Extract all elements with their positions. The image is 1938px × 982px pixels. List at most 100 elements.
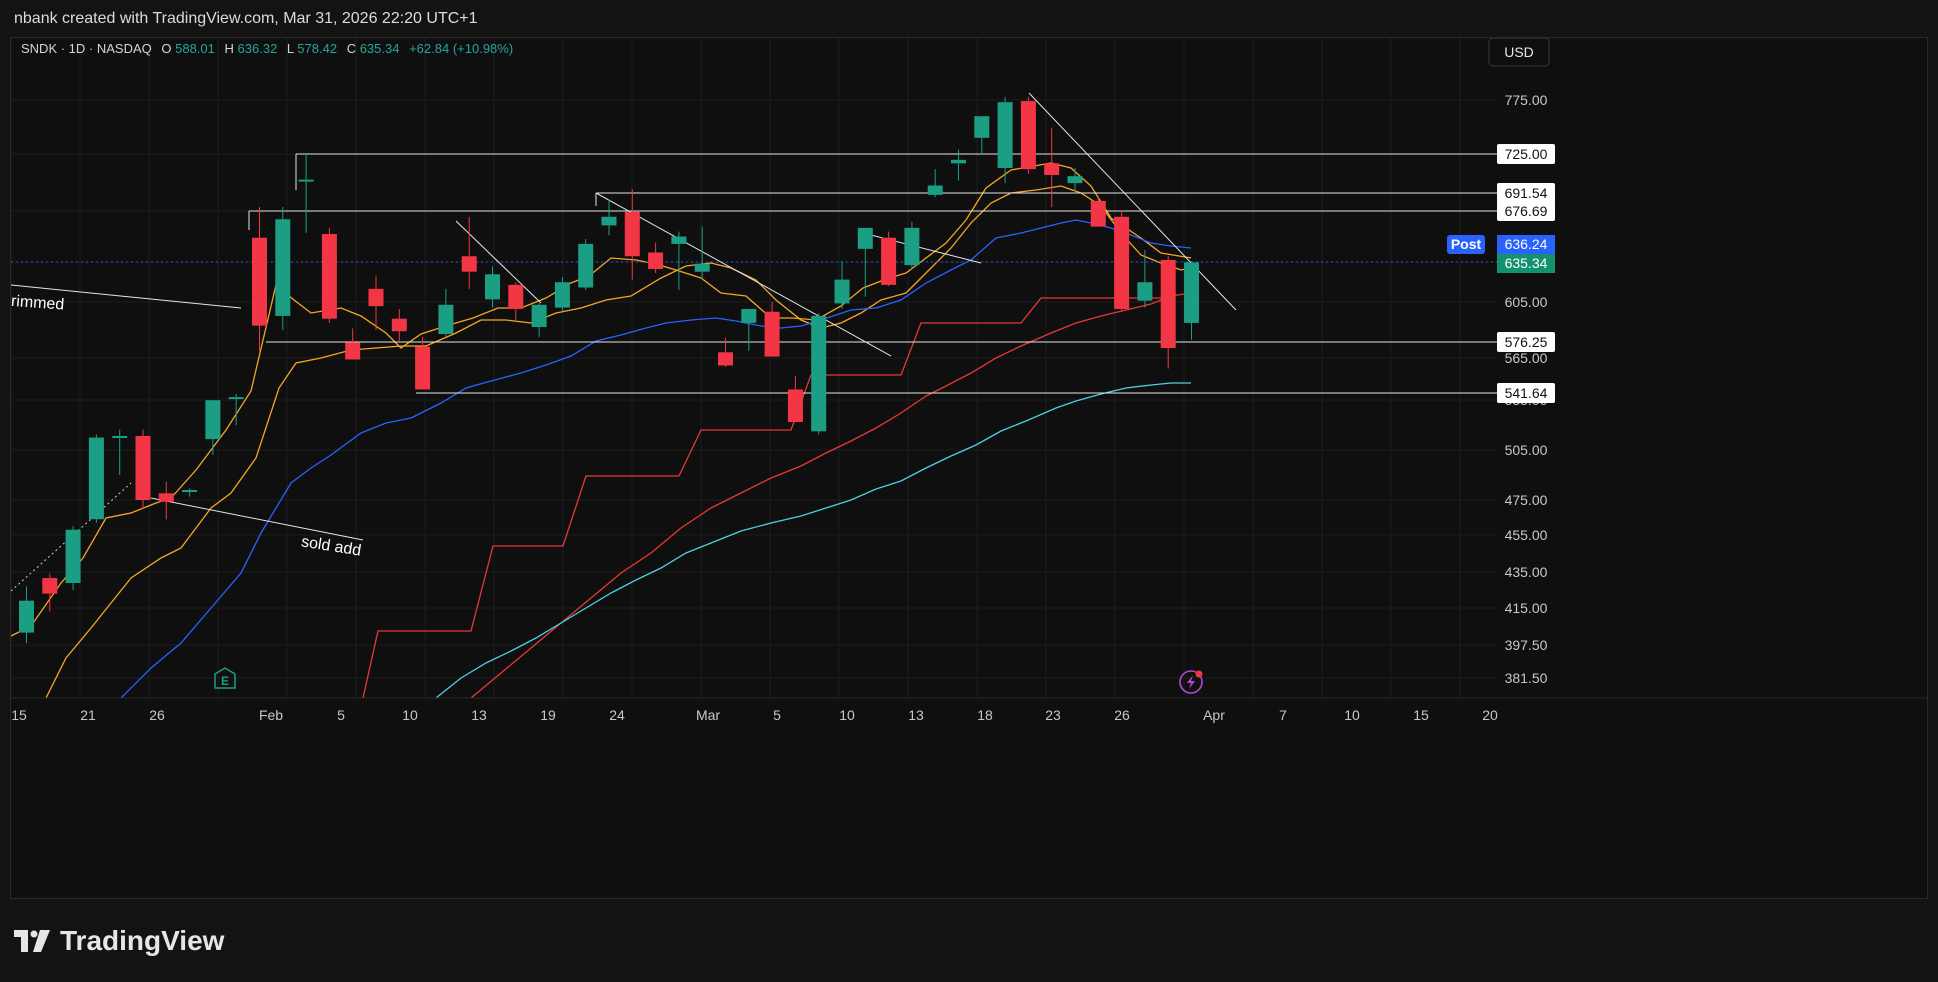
time-axis[interactable]: 15 21 26 Feb 5 10 13 19 24 Mar 5 10 13 18 23 26 Apr 7 10 15… <box>11 707 1498 723</box>
candle-39[interactable] <box>927 169 943 198</box>
trendline-mar-20[interactable] <box>1028 92 1237 311</box>
candle-22[interactable] <box>531 303 547 337</box>
svg-text:691.54: 691.54 <box>1505 185 1548 201</box>
last-price-badge: 635.34 <box>1505 255 1548 271</box>
candle-9[interactable] <box>228 393 244 426</box>
candle-42[interactable] <box>997 96 1013 184</box>
candle-30[interactable] <box>718 338 733 367</box>
legend-symbol: SNDK · 1D · NASDAQ <box>21 41 152 56</box>
level-label-1[interactable]: 691.54 <box>1497 183 1555 203</box>
candle-44[interactable] <box>1044 128 1060 207</box>
candle-0[interactable] <box>19 586 34 644</box>
x-tick-15: 26 <box>1114 707 1130 723</box>
legend-l-label: L <box>287 41 294 56</box>
candles <box>19 96 1199 644</box>
currency-button[interactable]: USD <box>1488 37 1550 67</box>
candle-35[interactable] <box>834 261 850 309</box>
candle-1[interactable] <box>42 573 58 612</box>
x-tick-1: 21 <box>80 707 96 723</box>
candle-2[interactable] <box>65 526 81 591</box>
candle-46[interactable] <box>1090 196 1106 227</box>
candle-20[interactable] <box>485 266 500 308</box>
candle-23[interactable] <box>554 276 570 312</box>
candle-18[interactable] <box>438 288 454 337</box>
candle-16[interactable] <box>391 308 407 341</box>
candle-3[interactable] <box>88 434 104 523</box>
candle-37[interactable] <box>881 231 897 287</box>
ema-fast-line <box>10 162 1192 637</box>
candle-38[interactable] <box>904 221 920 270</box>
candle-41[interactable] <box>974 116 990 154</box>
level-label-2[interactable]: 676.69 <box>1497 201 1555 221</box>
trendline-rimmed[interactable] <box>10 284 242 309</box>
candle-13[interactable] <box>321 227 337 323</box>
chart-canvas[interactable]: rimmed sold add SNDK · 1D · NASDAQ O 588… <box>10 37 1927 898</box>
candle-49[interactable] <box>1160 256 1176 369</box>
trend-lines <box>10 92 1237 592</box>
tradingview-logo-text: TradingView <box>60 925 225 956</box>
level-label-0[interactable]: 725.00 <box>1497 144 1555 164</box>
candle-5[interactable] <box>135 429 151 509</box>
flash-event-icon[interactable] <box>1179 670 1203 694</box>
svg-text:725.00: 725.00 <box>1505 146 1548 162</box>
candle-43[interactable] <box>1020 96 1036 174</box>
candle-45[interactable] <box>1067 167 1083 192</box>
legend-c-label: C <box>347 41 356 56</box>
candle-8[interactable] <box>205 400 221 455</box>
level-label-4[interactable]: 541.64 <box>1497 383 1555 403</box>
candle-28[interactable] <box>671 231 687 291</box>
candle-26[interactable] <box>624 188 640 280</box>
candle-47[interactable] <box>1114 210 1130 312</box>
x-tick-17: 7 <box>1279 707 1287 723</box>
candle-25[interactable] <box>601 199 617 236</box>
candle-27[interactable] <box>648 242 664 273</box>
tradingview-logo[interactable]: TradingView <box>14 925 224 957</box>
candle-34[interactable] <box>811 313 827 435</box>
price-axis[interactable] <box>1497 38 1927 898</box>
annotation-rimmed[interactable]: rimmed <box>10 293 65 314</box>
candle-24[interactable] <box>578 238 594 291</box>
candle-14[interactable] <box>345 328 361 360</box>
chart-panel[interactable]: rimmed sold add SNDK · 1D · NASDAQ O 588… <box>10 37 1928 899</box>
x-tick-6: 13 <box>471 707 487 723</box>
y-tick-10: 381.50 <box>1505 670 1548 686</box>
annotation-sold-add[interactable]: sold add <box>300 533 362 559</box>
y-tick-8: 415.00 <box>1505 600 1548 616</box>
candle-32[interactable] <box>764 302 780 357</box>
tradingview-logo-icon <box>14 930 50 952</box>
y-tick-2: 565.00 <box>1505 350 1548 366</box>
svg-text:541.64: 541.64 <box>1505 385 1548 401</box>
candle-31[interactable] <box>741 308 757 351</box>
level-label-3[interactable]: 576.25 <box>1497 332 1555 352</box>
trendline-feb-12[interactable] <box>455 220 542 304</box>
post-value: 636.24 <box>1505 236 1548 252</box>
x-tick-20: 20 <box>1482 707 1498 723</box>
candle-7[interactable] <box>182 488 198 497</box>
earnings-e-icon[interactable]: E <box>214 667 236 689</box>
ma-cyan-line <box>435 382 1191 699</box>
candle-15[interactable] <box>368 275 384 330</box>
x-tick-18: 10 <box>1344 707 1360 723</box>
x-tick-11: 10 <box>839 707 855 723</box>
candle-12[interactable] <box>298 154 314 233</box>
candle-40[interactable] <box>951 149 966 181</box>
trendline-sold-add[interactable] <box>150 497 364 541</box>
y-tick-6: 455.00 <box>1505 527 1548 543</box>
candle-48[interactable] <box>1137 250 1153 308</box>
candle-4[interactable] <box>112 429 128 475</box>
candle-36[interactable] <box>857 227 873 297</box>
legend-o-value: 588.01 <box>175 41 215 56</box>
candle-50[interactable] <box>1184 261 1199 340</box>
candle-21[interactable] <box>508 282 524 321</box>
y-tick-7: 435.00 <box>1505 564 1548 580</box>
candle-10[interactable] <box>252 206 267 351</box>
candle-19[interactable] <box>461 216 477 289</box>
candle-29[interactable] <box>694 226 710 280</box>
candle-17[interactable] <box>415 336 431 390</box>
trendline-feb-24[interactable] <box>595 192 892 357</box>
candle-11[interactable] <box>275 206 291 330</box>
candle-6[interactable] <box>158 481 174 520</box>
x-tick-2: 26 <box>149 707 165 723</box>
candle-33[interactable] <box>787 375 803 422</box>
x-tick-19: 15 <box>1413 707 1429 723</box>
